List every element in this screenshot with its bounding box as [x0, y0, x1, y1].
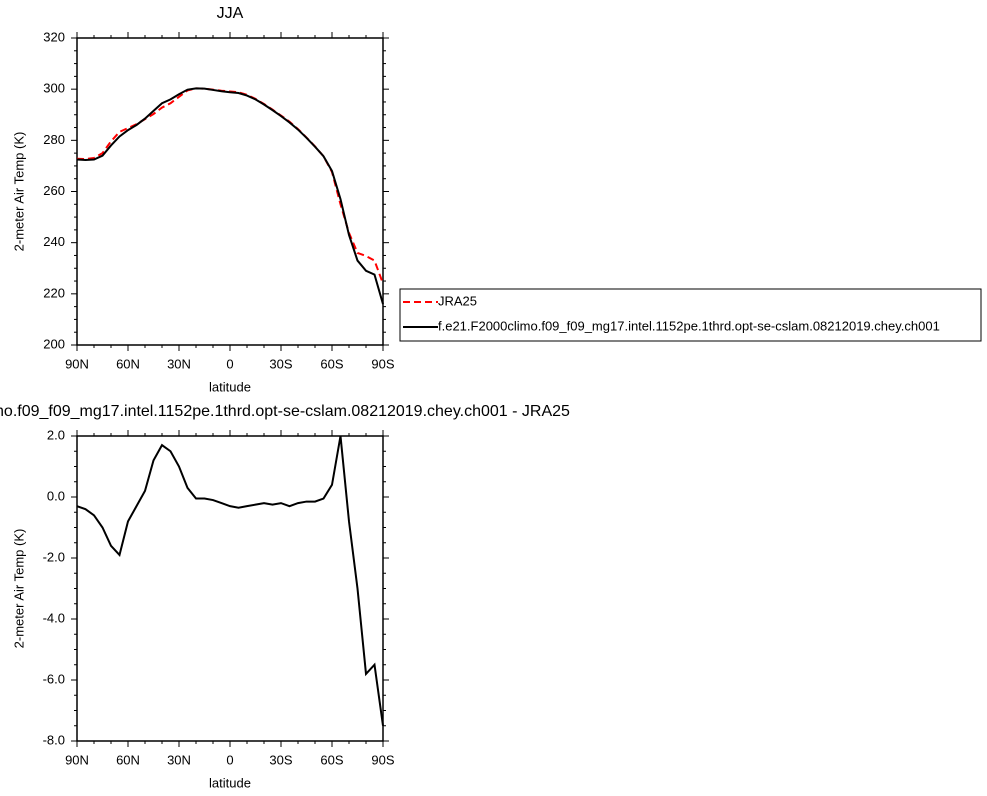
chart-title: JJA — [217, 5, 244, 22]
y-tick-label: -8.0 — [43, 732, 65, 747]
x-tick-label: 60S — [320, 356, 343, 371]
x-tick-label: 60S — [320, 752, 343, 767]
x-tick-label: 30S — [269, 752, 292, 767]
x-tick-label: 60N — [116, 752, 140, 767]
y-tick-label: 2.0 — [47, 427, 65, 442]
x-tick-label: 30S — [269, 356, 292, 371]
y-tick-label: 240 — [43, 234, 65, 249]
x-tick-label: 0 — [226, 356, 233, 371]
x-tick-label: 90N — [65, 356, 89, 371]
y-tick-label: -2.0 — [43, 549, 65, 564]
chart-title: f.e21.F2000climo.f09_f09_mg17.intel.1152… — [0, 403, 570, 420]
x-tick-label: 60N — [116, 356, 140, 371]
y-axis-label: 2-meter Air Temp (K) — [11, 529, 26, 649]
plot-frame — [76, 435, 384, 742]
x-tick-label: 30N — [167, 752, 191, 767]
x-tick-label: 90S — [371, 752, 394, 767]
x-axis-label: latitude — [209, 775, 251, 790]
x-tick-label: 0 — [226, 752, 233, 767]
y-tick-label: 300 — [43, 81, 65, 96]
data-line — [76, 87, 384, 305]
x-tick-label: 30N — [167, 356, 191, 371]
data-line — [76, 435, 384, 726]
plot-frame — [76, 37, 384, 346]
x-axis-label: latitude — [209, 379, 251, 394]
y-tick-label: 280 — [43, 132, 65, 147]
legend-label: JRA25 — [438, 293, 477, 308]
legend-box — [399, 288, 982, 342]
y-tick-label: -4.0 — [43, 610, 65, 625]
y-axis-label: 2-meter Air Temp (K) — [11, 132, 26, 252]
y-tick-label: 200 — [43, 336, 65, 351]
y-tick-label: 220 — [43, 285, 65, 300]
x-tick-label: 90N — [65, 752, 89, 767]
x-tick-label: 90S — [371, 356, 394, 371]
y-tick-label: 0.0 — [47, 488, 65, 503]
y-tick-label: 260 — [43, 183, 65, 198]
legend-label: f.e21.F2000climo.f09_f09_mg17.intel.1152… — [438, 318, 940, 333]
y-tick-label: -6.0 — [43, 671, 65, 686]
y-tick-label: 320 — [43, 29, 65, 44]
